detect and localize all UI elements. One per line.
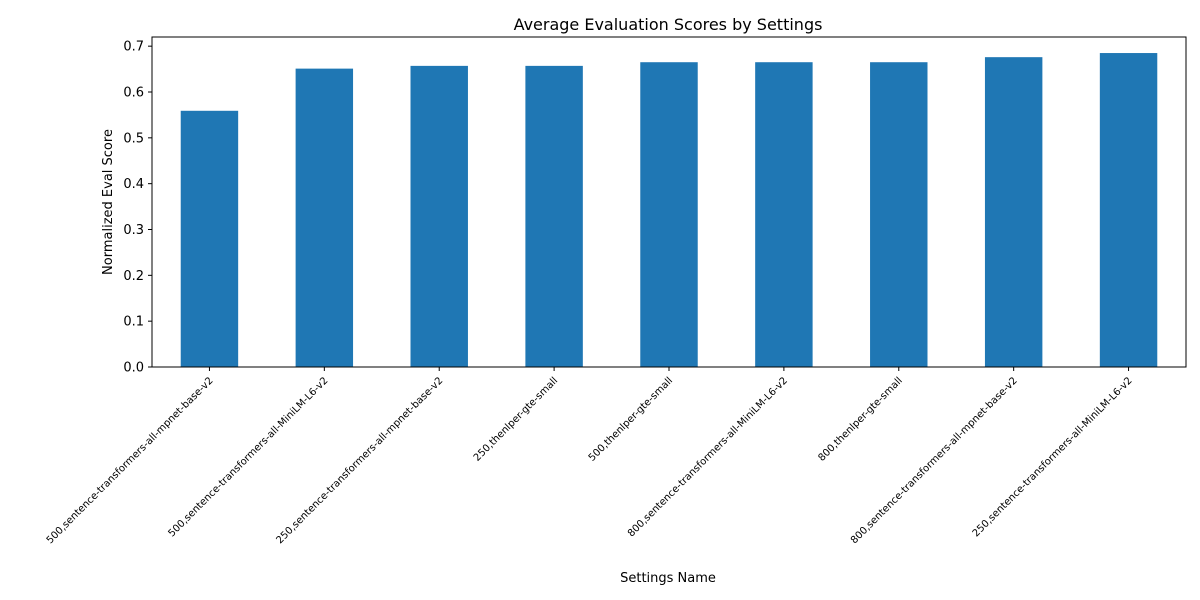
- bar: [180, 110, 239, 368]
- y-tick-label: 0.0: [123, 361, 144, 376]
- y-tick-label: 0.4: [123, 177, 144, 192]
- x-tick-label: 250,thenlper-gte-small: [472, 375, 560, 463]
- bar: [984, 57, 1043, 368]
- bar: [640, 62, 698, 367]
- y-axis-label: Normalized Eval Score: [101, 129, 116, 275]
- y-tick-label: 0.6: [123, 86, 144, 101]
- bar: [525, 65, 583, 367]
- bar: [410, 65, 468, 367]
- x-tick-label: 500,thenlper-gte-small: [587, 375, 675, 463]
- plot-area: 500,sentence-transformers-all-mpnet-base…: [45, 36, 1187, 546]
- x-tick-label: 800,thenlper-gte-small: [816, 375, 904, 463]
- y-tick-label: 0.3: [123, 223, 144, 238]
- bar: [295, 68, 354, 367]
- axes-frame: [151, 36, 1187, 368]
- chart-title: Average Evaluation Scores by Settings: [514, 15, 823, 34]
- y-tick-label: 0.2: [123, 269, 144, 284]
- bar: [870, 62, 928, 367]
- y-tick-label: 0.5: [123, 131, 144, 146]
- y-tick-label: 0.1: [123, 315, 144, 330]
- bar: [755, 62, 813, 367]
- bar: [1099, 53, 1158, 368]
- y-tick-label: 0.7: [123, 40, 144, 55]
- x-axis-label: Settings Name: [620, 571, 716, 586]
